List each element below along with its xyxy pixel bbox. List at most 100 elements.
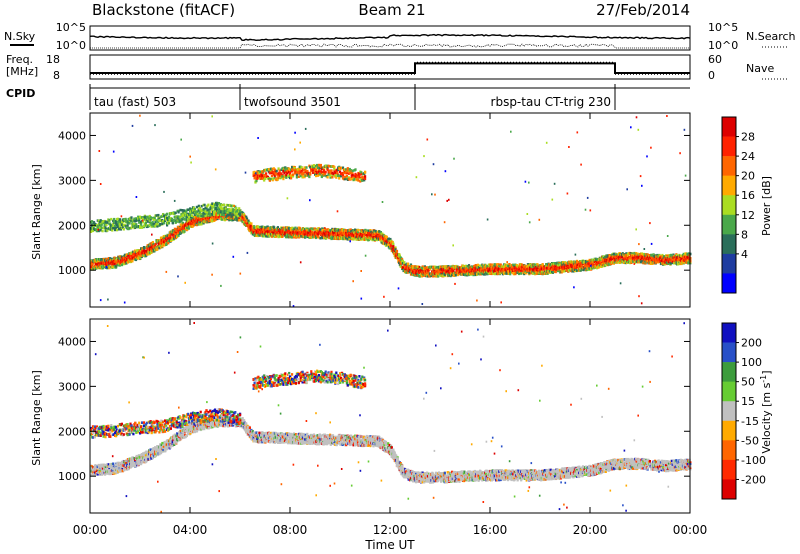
echo-cell — [304, 235, 307, 239]
echo-cell — [184, 226, 188, 230]
echo-cell — [284, 234, 287, 237]
echo-cell — [665, 258, 668, 261]
echo-cell — [401, 259, 404, 263]
echo-cell — [570, 267, 573, 271]
nave-label: Nave — [746, 62, 774, 75]
echo-cell — [623, 258, 626, 261]
echo-cell — [529, 269, 532, 273]
echo-cell — [508, 263, 511, 266]
echo-cell — [417, 265, 420, 269]
echo-cell — [635, 260, 638, 263]
echo-cell — [162, 236, 165, 240]
echo-cell — [431, 270, 435, 273]
echo-cell — [466, 265, 469, 268]
echo-cell — [379, 231, 382, 234]
echo-cell — [301, 230, 304, 234]
echo-cell — [404, 268, 407, 271]
echo-cell — [157, 242, 160, 245]
echo-cell — [418, 275, 421, 278]
echo-cell — [171, 230, 174, 234]
echo-cell — [306, 227, 309, 231]
echo-cell — [406, 268, 409, 271]
echo-cell — [686, 255, 689, 259]
echo-cell — [346, 235, 349, 238]
echo-cell — [291, 228, 294, 231]
echo-cell — [159, 239, 162, 242]
echo-cell — [247, 223, 250, 227]
echo-cell — [613, 260, 616, 264]
echo-cell — [259, 225, 262, 229]
echo-cell — [106, 266, 109, 270]
echo-cell — [559, 263, 562, 267]
echo-cell — [476, 272, 479, 276]
echo-cell — [441, 270, 444, 273]
echo-cell — [486, 265, 489, 268]
echo-cell — [505, 272, 508, 275]
echo-cell — [314, 227, 317, 231]
echo-cell — [195, 216, 198, 219]
echo-cell — [288, 229, 291, 232]
echo-cell — [396, 255, 399, 258]
echo-cell — [274, 230, 277, 234]
echo-cell — [361, 238, 364, 241]
echo-cell — [465, 268, 468, 271]
echo-cell — [282, 226, 285, 230]
echo-cell — [637, 260, 640, 264]
echo-cell — [150, 247, 153, 251]
echo-cell — [325, 236, 328, 240]
echo-cell — [566, 266, 569, 270]
echo-cell — [136, 250, 139, 254]
echo-cell — [337, 228, 340, 232]
noise-search-trace — [90, 43, 690, 49]
echo-cell — [638, 259, 641, 262]
echo-cell — [387, 237, 390, 241]
echo-cell — [667, 254, 670, 258]
echo-cell — [337, 233, 340, 237]
echo-cell — [191, 225, 194, 228]
echo-cell — [443, 273, 446, 276]
echo-cell — [138, 254, 141, 258]
echo-cell — [561, 263, 564, 267]
echo-cell — [451, 266, 454, 270]
echo-cell — [113, 262, 116, 266]
cpid-label: CPID — [6, 87, 35, 100]
echo-cell — [552, 270, 555, 274]
echo-cell — [456, 268, 459, 271]
echo-cell — [429, 267, 432, 271]
echo-cell — [565, 269, 568, 272]
echo-cell — [162, 235, 165, 238]
echo-cell — [481, 265, 485, 269]
echo-cell — [530, 268, 533, 271]
echo-cell — [279, 235, 282, 238]
echo-cell — [261, 174, 264, 177]
echo-cell — [512, 263, 515, 267]
echo-cell — [529, 266, 532, 269]
echo-cell — [506, 264, 510, 268]
echo-cell — [685, 257, 688, 261]
nave-tick-bottom: 0 — [708, 69, 715, 82]
station-title: Blackstone (fitACF) — [92, 1, 235, 19]
echo-cell — [450, 272, 453, 275]
echo-cell — [540, 266, 543, 269]
echo-cell — [167, 239, 171, 242]
echo-cell — [259, 231, 263, 235]
echo-cell — [149, 244, 152, 247]
echo-cell — [595, 266, 599, 270]
echo-cell — [544, 266, 547, 270]
echo-cell — [178, 229, 181, 233]
echo-cell — [474, 270, 477, 273]
nave-trace — [90, 61, 690, 75]
echo-cell — [250, 222, 253, 225]
echo-cell — [462, 264, 465, 268]
echo-cell — [95, 258, 99, 262]
echo-cell — [448, 267, 451, 271]
echo-cell — [442, 270, 446, 273]
echo-cell — [190, 219, 193, 222]
nave-tick-top: 60 — [708, 53, 722, 66]
echo-cell — [367, 229, 371, 233]
echo-cell — [520, 263, 524, 267]
echo-cell — [341, 232, 344, 235]
echo-cell — [683, 261, 686, 264]
echo-cell — [473, 267, 476, 270]
echo-cell — [631, 252, 634, 256]
